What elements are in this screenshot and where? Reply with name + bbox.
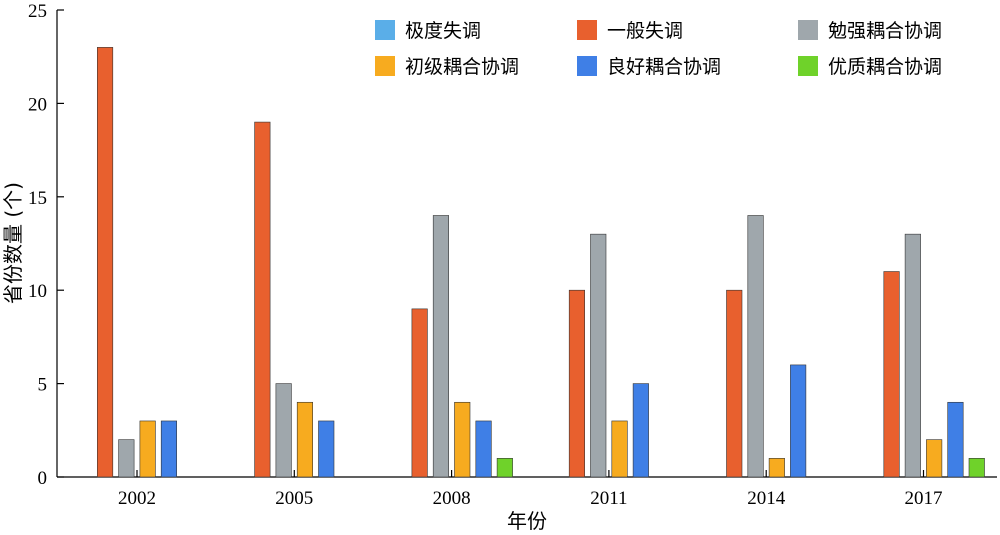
- legend-label: 初级耦合协调: [405, 56, 519, 78]
- bar: [139, 420, 156, 478]
- y-tick-label: 20: [28, 94, 47, 115]
- bar: [904, 233, 921, 478]
- legend-label: 优质耦合协调: [828, 56, 942, 78]
- legend-swatch: [375, 56, 395, 76]
- x-tick-label: 2017: [905, 488, 943, 509]
- y-tick-label: 0: [38, 468, 48, 489]
- x-tick-label: 2002: [118, 488, 156, 509]
- bar: [590, 233, 607, 478]
- bar: [432, 215, 450, 478]
- bar: [411, 308, 428, 478]
- bar: [568, 289, 586, 478]
- y-tick-label: 15: [28, 188, 47, 209]
- legend-swatch: [375, 20, 395, 40]
- bar: [118, 439, 135, 478]
- bar: [883, 271, 900, 478]
- bar: [296, 401, 314, 478]
- x-tick-label: 2014: [747, 488, 786, 509]
- y-axis-ticks: 0 5 10 15 20 25: [28, 1, 64, 489]
- bar: [968, 458, 985, 478]
- bar: [768, 458, 785, 478]
- legend-label: 勉强耦合协调: [828, 20, 942, 42]
- bar: [947, 401, 964, 478]
- legend-label: 良好耦合协调: [607, 56, 721, 78]
- bar: [926, 439, 943, 478]
- legend-swatch: [577, 20, 597, 40]
- bar: [496, 458, 513, 478]
- y-tick-label: 25: [28, 1, 47, 22]
- bar: [790, 364, 807, 478]
- x-tick-label: 2005: [275, 488, 313, 509]
- bar-series-group: [97, 47, 985, 478]
- legend-swatch: [798, 56, 818, 76]
- x-tick-label: 2011: [590, 488, 627, 509]
- bar: [318, 420, 335, 478]
- bar: [160, 420, 177, 478]
- legend-swatch: [798, 20, 818, 40]
- bar: [454, 401, 471, 478]
- bar: [726, 289, 743, 478]
- x-axis-title: 年份: [507, 509, 547, 533]
- bar: [611, 420, 628, 478]
- bar: [747, 215, 764, 478]
- bar: [275, 383, 292, 478]
- x-axis-ticks: 2002 2005 2008 2011 2014 2017: [118, 470, 943, 509]
- legend-label: 一般失调: [607, 20, 683, 42]
- y-axis-title: 省份数量 (个): [1, 182, 25, 304]
- legend-swatch: [577, 56, 597, 76]
- bar: [97, 47, 114, 478]
- y-tick-label: 10: [28, 281, 47, 302]
- bar: [254, 121, 271, 478]
- legend-label: 极度失调: [405, 20, 481, 42]
- bar: [632, 383, 649, 478]
- bar: [475, 420, 492, 478]
- x-tick-label: 2008: [433, 488, 471, 509]
- y-tick-label: 5: [38, 375, 48, 396]
